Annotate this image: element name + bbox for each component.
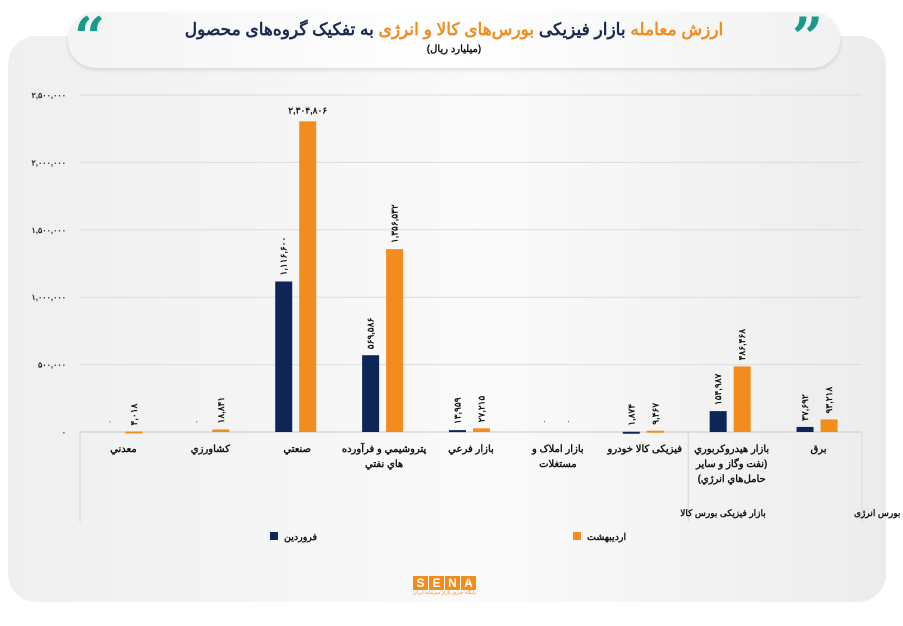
title-part: به تفکیک گروه‌های محصول bbox=[184, 20, 379, 39]
group-label: بازار فیزیکی بورس انرژی bbox=[854, 508, 903, 519]
data-label: ۳۷,۶۹۲ bbox=[800, 394, 810, 421]
category-label: پتروشيمي و فرآورده هاي نفتي bbox=[342, 442, 427, 472]
title-part: بازار فیزیکی bbox=[534, 20, 631, 39]
category-label: کشاورزي bbox=[168, 442, 253, 457]
data-label: ۲۷,۲۱۵ bbox=[477, 395, 487, 422]
chart-subtitle: (میلیارد ریال) bbox=[426, 44, 482, 55]
data-label: ۱,۱۱۶,۶۰۰ bbox=[279, 237, 289, 276]
data-label: ۴,۰۱۸ bbox=[129, 403, 139, 425]
y-tick-label: ۱,۵۰۰,۰۰۰ bbox=[31, 226, 66, 235]
data-label: ۱,۳۵۶,۵۳۲ bbox=[390, 204, 400, 243]
category-label-line: (نفت وگاز و ساير bbox=[695, 459, 768, 470]
data-label: ۹۳,۲۱۸ bbox=[824, 387, 834, 414]
data-label: ۱۸,۸۴۱ bbox=[216, 397, 226, 424]
category-label: فیزیکی کالا خودرو bbox=[602, 442, 687, 457]
bar-ordibehesht bbox=[646, 430, 664, 433]
bar-ordibehesht bbox=[386, 249, 404, 432]
logo-letter: S bbox=[413, 576, 428, 590]
quote-open-icon: “ bbox=[74, 5, 106, 69]
data-label: ۰ bbox=[566, 417, 570, 426]
logo-letter: A bbox=[461, 576, 476, 590]
category-label-line: حامل‌هاي انرژي) bbox=[697, 474, 766, 485]
legend-swatch bbox=[573, 532, 581, 540]
bar-farvardin bbox=[709, 411, 727, 432]
chart-panel bbox=[8, 36, 886, 602]
data-label: ۵۶۹,۵۸۶ bbox=[366, 318, 376, 350]
category-label-line: معدني bbox=[110, 444, 137, 455]
category-label-line: بازار املاک و bbox=[532, 444, 584, 455]
category-label: بازار هيدروکربوري (نفت وگاز و ساير حامل‌ها… bbox=[689, 442, 774, 487]
chart-title: ارزش معامله بازار فیزیکی بورس‌های کالا و… bbox=[132, 12, 776, 40]
category-label-line: صنعتي bbox=[283, 444, 312, 455]
bar-ordibehesht bbox=[299, 121, 317, 433]
category-label: بازار فرعي bbox=[429, 442, 514, 457]
bar-farvardin bbox=[622, 431, 640, 434]
category-label-line: پتروشيمي و فرآورده bbox=[341, 444, 427, 455]
group-label: بازار فیزیکی بورس کالا bbox=[680, 508, 766, 519]
bar-farvardin bbox=[796, 426, 814, 432]
data-label: ۱۵۴,۹۸۷ bbox=[713, 373, 723, 405]
bar-ordibehesht bbox=[820, 419, 838, 432]
legend-label: فروردین bbox=[284, 532, 318, 543]
y-tick-label: ۲,۵۰۰,۰۰۰ bbox=[31, 91, 66, 100]
bar-ordibehesht bbox=[212, 429, 230, 432]
data-label: ۰ bbox=[108, 417, 112, 426]
y-tick-label: ۲,۰۰۰,۰۰۰ bbox=[31, 158, 66, 167]
category-label: معدني bbox=[81, 442, 166, 457]
bar-farvardin bbox=[449, 430, 466, 433]
category-label: بازار املاک و مستغلات bbox=[515, 442, 600, 472]
bar-farvardin bbox=[275, 281, 293, 432]
category-label-line: هاي نفتي bbox=[365, 459, 404, 470]
logo-letter: E bbox=[429, 576, 444, 590]
data-label: ۱,۸۷۴ bbox=[626, 404, 636, 426]
category-label: صنعتي bbox=[255, 442, 340, 457]
y-tick-label: ۱,۰۰۰,۰۰۰ bbox=[31, 293, 66, 302]
data-label: ۱۳,۹۵۹ bbox=[453, 397, 463, 424]
title-part: ارزش معامله bbox=[630, 20, 724, 39]
data-label: ۹,۴۶۷ bbox=[650, 403, 660, 425]
category-label: برق bbox=[776, 442, 861, 457]
category-label-line: فیزیکی کالا خودرو bbox=[607, 444, 682, 455]
data-label: ۴۸۶,۴۶۸ bbox=[737, 329, 747, 361]
bar-farvardin bbox=[362, 355, 380, 432]
legend-label: اردیبهشت bbox=[587, 532, 627, 543]
y-tick-label: ۵۰۰,۰۰۰ bbox=[38, 361, 66, 370]
category-label-line: کشاورزي bbox=[190, 444, 230, 455]
legend-swatch bbox=[270, 532, 278, 540]
title-part: بورس‌های کالا و انرژی bbox=[378, 20, 535, 39]
y-tick-label: ۰ bbox=[62, 428, 66, 437]
logo-letter: N bbox=[445, 576, 460, 590]
data-label: ۰ bbox=[542, 417, 546, 426]
category-label-line: بازار فرعي bbox=[448, 444, 494, 455]
logo-subtext: پایگاه خبری بازار سرمایه ایران bbox=[413, 590, 476, 596]
data-label: ۲,۳۰۴,۸۰۶ bbox=[288, 105, 327, 115]
title-bar: ارزش معامله بازار فیزیکی بورس‌های کالا و… bbox=[68, 12, 840, 68]
category-label-line: مستغلات bbox=[539, 459, 577, 470]
bar-ordibehesht bbox=[473, 428, 490, 432]
bar-ordibehesht bbox=[733, 366, 751, 432]
data-label: ۰ bbox=[195, 417, 199, 426]
quote-close-icon: ” bbox=[791, 5, 823, 69]
bar-ordibehesht bbox=[125, 431, 143, 434]
category-label-line: بازار هيدروکربوري bbox=[694, 444, 770, 455]
category-label-line: برق bbox=[810, 444, 827, 455]
